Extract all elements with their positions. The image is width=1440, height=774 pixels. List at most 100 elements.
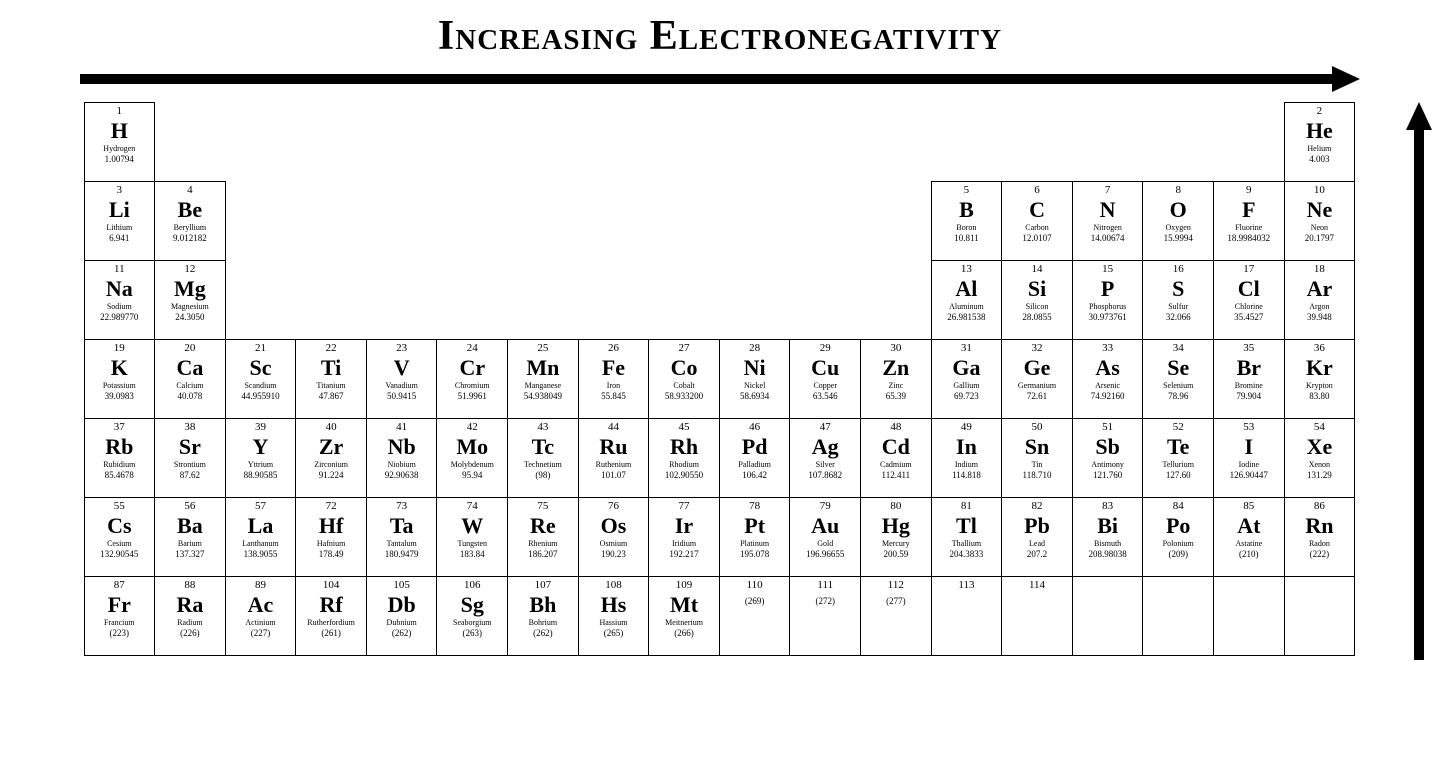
atomic-number: 14 — [1032, 264, 1043, 276]
element-name: Iron — [607, 382, 620, 390]
element-symbol: S — [1172, 277, 1184, 300]
element-Bh: 107BhBohrium(262) — [507, 576, 579, 656]
atomic-number: 79 — [820, 501, 831, 513]
atomic-number: 28 — [749, 343, 760, 355]
atomic-mass: 126.90447 — [1230, 471, 1268, 480]
atomic-number: 45 — [679, 422, 690, 434]
element-symbol: Be — [178, 198, 202, 221]
atomic-mass: 88.90585 — [244, 471, 278, 480]
element-Os: 76OsOsmium190.23 — [578, 497, 650, 577]
element-O: 8OOxygen15.9994 — [1142, 181, 1214, 261]
element-symbol: At — [1237, 514, 1260, 537]
element-name: Meitnerium — [665, 619, 703, 627]
atomic-number: 27 — [679, 343, 690, 355]
atomic-number: 9 — [1246, 185, 1252, 197]
element-symbol: Au — [811, 514, 839, 537]
atomic-number: 1 — [117, 106, 123, 118]
atomic-number: 114 — [1029, 580, 1045, 592]
element-symbol: B — [959, 198, 974, 221]
atomic-number: 83 — [1102, 501, 1113, 513]
atomic-mass: (226) — [180, 629, 200, 638]
atomic-number: 54 — [1314, 422, 1325, 434]
element-symbol: Li — [109, 198, 130, 221]
atomic-number: 20 — [184, 343, 195, 355]
element-name: Zinc — [888, 382, 903, 390]
element-V: 23VVanadium50.9415 — [366, 339, 438, 419]
atomic-mass: 178.49 — [319, 550, 344, 559]
element-Xe: 54XeXenon131.29 — [1284, 418, 1356, 498]
element-symbol: La — [248, 514, 274, 537]
atomic-number: 78 — [749, 501, 760, 513]
element-symbol: Rh — [670, 435, 698, 458]
element-symbol: He — [1306, 119, 1333, 142]
element-name: Germanium — [1018, 382, 1056, 390]
element-symbol: Br — [1237, 356, 1261, 379]
atomic-mass: 208.98038 — [1088, 550, 1126, 559]
periodic-table: 1HHydrogen1.007942HeHelium4.0033LiLithiu… — [84, 102, 1356, 655]
element-name: Tungsten — [458, 540, 488, 548]
atomic-number: 107 — [535, 580, 552, 592]
atomic-number: 88 — [184, 580, 195, 592]
element-F: 9FFluorine18.9984032 — [1213, 181, 1285, 261]
element-symbol: Pt — [744, 514, 765, 537]
atomic-mass: 87.62 — [180, 471, 200, 480]
element-name: Antimony — [1091, 461, 1123, 469]
element-symbol: Kr — [1306, 356, 1333, 379]
element-name: Fluorine — [1235, 224, 1262, 232]
element-symbol: P — [1101, 277, 1114, 300]
element-symbol: Tl — [956, 514, 977, 537]
atomic-mass: 196.96655 — [806, 550, 844, 559]
element-name: Cobalt — [673, 382, 694, 390]
element-Mo: 42MoMolybdenum95.94 — [436, 418, 508, 498]
element-Mg: 12MgMagnesium24.3050 — [154, 260, 226, 340]
element-Tl: 81TlThallium204.3833 — [931, 497, 1003, 577]
atomic-mass: 28.0855 — [1022, 313, 1051, 322]
element-Si: 14SiSilicon28.0855 — [1001, 260, 1073, 340]
element-Cs: 55CsCesium132.90545 — [84, 497, 156, 577]
atomic-number: 35 — [1243, 343, 1254, 355]
element-Hg: 80HgMercury200.59 — [860, 497, 932, 577]
element-name: Arsenic — [1095, 382, 1120, 390]
atomic-number: 38 — [184, 422, 195, 434]
element-Hf: 72HfHafnium178.49 — [295, 497, 367, 577]
element-Hs: 108HsHassium(265) — [578, 576, 650, 656]
element-Ge: 32GeGermanium72.61 — [1001, 339, 1073, 419]
element-name: Francium — [104, 619, 135, 627]
empty-cell — [1213, 576, 1285, 656]
element-symbol: Re — [530, 514, 556, 537]
atomic-mass: 95.94 — [462, 471, 482, 480]
element-name: Aluminum — [949, 303, 984, 311]
atomic-mass: 183.84 — [460, 550, 485, 559]
atomic-mass: 14.00674 — [1091, 234, 1125, 243]
element-Sg: 106SgSeaborgium(263) — [436, 576, 508, 656]
element-name: Cesium — [107, 540, 131, 548]
atomic-number: 16 — [1173, 264, 1184, 276]
element-name: Hassium — [599, 619, 627, 627]
element-Cr: 24CrChromium51.9961 — [436, 339, 508, 419]
arrow-top — [80, 70, 1360, 88]
element-symbol: Hf — [319, 514, 343, 537]
element-name: Bohrium — [529, 619, 557, 627]
element-Rn: 86RnRadon(222) — [1284, 497, 1356, 577]
element-name: Bromine — [1235, 382, 1263, 390]
atomic-number: 77 — [679, 501, 690, 513]
element-symbol: Mt — [670, 593, 698, 616]
element-110: 110(269) — [719, 576, 791, 656]
element-symbol: Rf — [319, 593, 342, 616]
element-symbol: Mn — [526, 356, 559, 379]
element-Br: 35BrBromine79.904 — [1213, 339, 1285, 419]
atomic-number: 50 — [1032, 422, 1043, 434]
atomic-mass: 4.003 — [1309, 155, 1329, 164]
element-Pt: 78PtPlatinum195.078 — [719, 497, 791, 577]
element-name: Osmium — [600, 540, 628, 548]
element-symbol: Na — [106, 277, 133, 300]
atomic-number: 46 — [749, 422, 760, 434]
element-Na: 11NaSodium22.989770 — [84, 260, 156, 340]
element-114: 114 — [1001, 576, 1073, 656]
title-right: Increasing Electronegativity — [1378, 0, 1404, 110]
atomic-mass: 204.3833 — [950, 550, 984, 559]
element-name: Palladium — [738, 461, 770, 469]
element-symbol: V — [394, 356, 410, 379]
element-I: 53IIodine126.90447 — [1213, 418, 1285, 498]
element-111: 111(272) — [789, 576, 861, 656]
